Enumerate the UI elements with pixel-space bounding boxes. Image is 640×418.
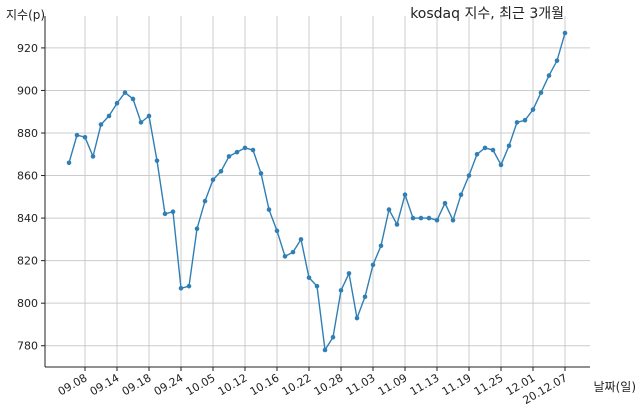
data-point bbox=[218, 168, 224, 174]
data-point bbox=[394, 222, 400, 227]
y-tick-label: 780 bbox=[17, 340, 38, 353]
y-tick-labels: 780 800 820 840 860 880 900 920 bbox=[17, 42, 38, 353]
data-point bbox=[546, 73, 552, 78]
axes bbox=[41, 16, 590, 371]
data-point bbox=[154, 158, 160, 163]
data-point bbox=[90, 154, 96, 159]
series-line bbox=[68, 32, 566, 353]
data-point bbox=[194, 226, 200, 232]
data-point bbox=[458, 192, 464, 197]
data-point bbox=[362, 294, 368, 300]
data-point bbox=[370, 262, 376, 268]
x-tick-label: 09.08 bbox=[56, 371, 90, 398]
x-tick-label: 09.14 bbox=[88, 371, 122, 398]
data-point bbox=[210, 177, 216, 183]
data-point bbox=[530, 107, 536, 112]
x-tick-label: 09.18 bbox=[120, 371, 154, 398]
x-tick-label: 10.16 bbox=[248, 371, 282, 398]
data-point bbox=[562, 30, 568, 36]
data-point bbox=[114, 100, 120, 106]
data-point bbox=[298, 237, 304, 242]
x-tick-label: 09.24 bbox=[152, 371, 186, 398]
x-axis-label: 날짜(일) bbox=[593, 380, 636, 394]
data-point bbox=[426, 215, 432, 221]
data-point bbox=[242, 145, 248, 151]
data-point bbox=[202, 198, 208, 204]
data-point bbox=[282, 254, 288, 259]
data-point bbox=[434, 217, 440, 223]
data-point bbox=[74, 132, 80, 138]
data-point bbox=[98, 122, 104, 127]
data-point bbox=[418, 215, 424, 221]
data-point bbox=[514, 120, 520, 125]
data-point bbox=[554, 58, 560, 63]
data-point bbox=[466, 173, 472, 178]
data-point bbox=[178, 285, 184, 291]
data-point bbox=[354, 315, 360, 321]
x-tick-label: 10.05 bbox=[184, 371, 218, 398]
data-point bbox=[130, 96, 136, 102]
x-tick-label: 11.09 bbox=[376, 371, 410, 398]
y-tick-label: 820 bbox=[17, 255, 38, 268]
y-tick-label: 800 bbox=[17, 297, 38, 310]
data-point bbox=[474, 151, 480, 157]
x-tick-label: 11.25 bbox=[472, 371, 506, 398]
data-point bbox=[162, 211, 168, 217]
y-tick-label: 900 bbox=[17, 84, 38, 97]
data-point bbox=[442, 200, 448, 206]
data-point bbox=[250, 147, 256, 153]
x-tick-label: 11.13 bbox=[408, 371, 442, 398]
data-point bbox=[66, 160, 72, 166]
chart-title: kosdaq 지수, 최근 3개월 bbox=[410, 6, 564, 22]
grid-lines bbox=[45, 16, 590, 367]
x-tick-label: 11.19 bbox=[440, 371, 474, 398]
data-point bbox=[186, 283, 192, 289]
x-tick-label: 10.22 bbox=[280, 371, 314, 398]
y-tick-label: 860 bbox=[17, 170, 38, 183]
data-point bbox=[122, 90, 128, 95]
series-layer bbox=[66, 30, 568, 353]
data-point bbox=[322, 347, 328, 353]
data-point bbox=[506, 143, 512, 149]
data-point bbox=[314, 283, 320, 289]
data-point bbox=[498, 162, 504, 168]
data-point bbox=[234, 149, 240, 155]
data-point bbox=[450, 217, 456, 223]
data-point bbox=[170, 209, 176, 215]
data-point bbox=[346, 271, 352, 276]
y-tick-label: 880 bbox=[17, 127, 38, 140]
x-tick-label: 10.28 bbox=[312, 371, 346, 398]
x-tick-label: 11.03 bbox=[344, 371, 378, 398]
data-point bbox=[386, 207, 392, 212]
data-point bbox=[146, 113, 152, 119]
data-point bbox=[410, 215, 416, 221]
x-tick-labels: 09.0809.1409.1809.2410.0510.1210.1610.22… bbox=[56, 371, 570, 407]
data-point bbox=[106, 113, 112, 119]
x-tick-label: 10.12 bbox=[216, 371, 250, 398]
data-point bbox=[306, 275, 312, 280]
y-tick-label: 920 bbox=[17, 42, 38, 55]
data-point bbox=[226, 154, 232, 159]
data-point bbox=[330, 334, 336, 340]
data-point bbox=[402, 192, 408, 197]
data-point bbox=[290, 249, 296, 255]
y-axis-label: 지수(p) bbox=[6, 8, 46, 22]
data-point bbox=[490, 147, 496, 153]
data-point bbox=[266, 207, 272, 212]
data-point bbox=[538, 90, 544, 95]
data-point bbox=[258, 171, 264, 176]
y-tick-label: 840 bbox=[17, 212, 38, 225]
data-point bbox=[138, 120, 144, 125]
data-point bbox=[522, 117, 528, 123]
data-point bbox=[338, 288, 344, 293]
data-point bbox=[378, 243, 384, 249]
data-point bbox=[82, 134, 88, 140]
data-point bbox=[482, 145, 488, 151]
data-point bbox=[274, 228, 280, 234]
